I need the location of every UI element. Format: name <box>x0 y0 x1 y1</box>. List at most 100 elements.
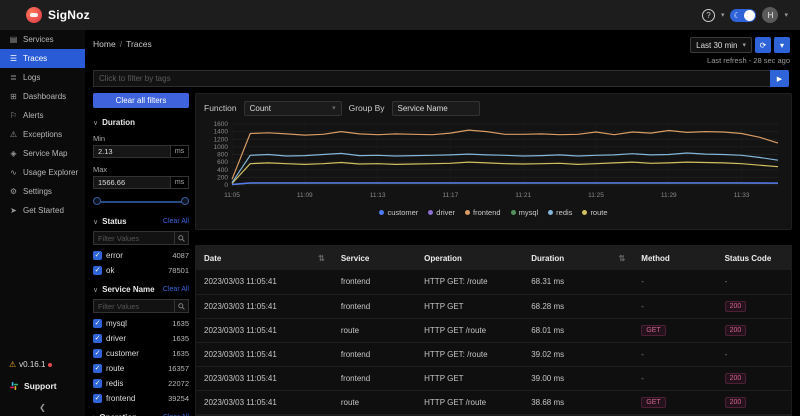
table-row[interactable]: 2023/03/03 11:05:41 frontend HTTP GET 68… <box>196 294 791 319</box>
svg-text:11:13: 11:13 <box>370 192 386 199</box>
legend-item[interactable]: mysql <box>510 208 538 217</box>
svg-text:11:21: 11:21 <box>515 192 531 199</box>
sort-icon[interactable]: ⇅ <box>618 253 626 263</box>
slack-icon <box>10 382 18 390</box>
table-row[interactable]: 2023/03/03 11:05:41 route HTTP GET /rout… <box>196 390 791 415</box>
filter-section-title: Service Name <box>102 285 155 294</box>
legend-item[interactable]: frontend <box>465 208 501 217</box>
svg-text:11:33: 11:33 <box>734 192 750 199</box>
checkbox[interactable]: ✓ <box>93 378 102 388</box>
legend-dot <box>379 210 385 215</box>
last-refresh-text: Last refresh - 28 sec ago <box>707 56 790 65</box>
slider-handle-min[interactable] <box>93 197 101 205</box>
legend-item[interactable]: route <box>582 208 608 217</box>
checkbox[interactable]: ✓ <box>93 333 102 343</box>
refresh-options-button[interactable]: ▾ <box>774 37 790 53</box>
duration-min-input[interactable] <box>93 145 171 158</box>
filter-value-count: 1635 <box>172 348 189 358</box>
table-row[interactable]: 2023/03/03 11:05:41 frontend HTTP GET 39… <box>196 366 791 391</box>
time-range-select[interactable]: Last 30 min ▾ <box>690 37 752 53</box>
duration-section-title: Duration <box>102 118 136 127</box>
collapsed-filter-section-header[interactable]: › Operation Clear All <box>93 413 189 416</box>
support-link[interactable]: Support <box>0 381 85 391</box>
method-badge: - <box>641 373 644 383</box>
duration-max-input[interactable] <box>93 176 171 189</box>
checkbox[interactable]: ✓ <box>93 250 102 260</box>
table-row[interactable]: 2023/03/03 11:05:41 route HTTP GET /rout… <box>196 318 791 343</box>
filter-search-input[interactable] <box>94 301 174 311</box>
sidebar-collapse-button[interactable]: ❮ <box>0 403 85 412</box>
sidebar-item-alerts[interactable]: ⚐ Alerts <box>0 106 85 125</box>
checkbox[interactable]: ✓ <box>93 318 102 328</box>
chart-legend: customer driver frontend mysql redis rou… <box>204 208 783 217</box>
table-row[interactable]: 2023/03/03 11:05:41 frontend HTTP GET: /… <box>196 342 791 367</box>
filter-value-label: driver <box>106 333 127 343</box>
brand[interactable]: SigNoz <box>26 7 90 23</box>
filter-value-count: 1635 <box>172 333 189 343</box>
sidebar-item-dashboards[interactable]: ⊞ Dashboards <box>0 87 85 106</box>
run-filter-button[interactable]: ▶ <box>770 70 789 87</box>
sidebar-item-exceptions[interactable]: ⚠ Exceptions <box>0 125 85 144</box>
checkbox[interactable]: ✓ <box>93 363 102 373</box>
cell-method: - <box>633 342 717 367</box>
sidebar-item-usage-explorer[interactable]: ∿ Usage Explorer <box>0 163 85 182</box>
filter-value-label: route <box>106 363 125 373</box>
toggle-knob <box>744 9 756 21</box>
clear-section-link[interactable]: Clear All <box>162 286 189 293</box>
slider-handle-max[interactable] <box>181 197 189 205</box>
cell-duration: 68.01 ms <box>523 318 634 343</box>
checkbox[interactable]: ✓ <box>93 265 102 275</box>
clear-section-link[interactable]: Clear All <box>163 414 189 416</box>
breadcrumb-home[interactable]: Home <box>93 39 116 49</box>
column-header-date[interactable]: Date ⇅ <box>196 246 333 270</box>
breadcrumb-current[interactable]: Traces <box>126 39 152 49</box>
legend-label: customer <box>387 208 419 217</box>
sort-icon[interactable]: ⇅ <box>318 253 325 263</box>
filter-search-input[interactable] <box>94 233 174 243</box>
refresh-icon: ⟳ <box>759 40 767 50</box>
tag-filter-input[interactable] <box>93 70 770 87</box>
group-by-input[interactable] <box>391 100 480 116</box>
filter-section-header[interactable]: ∨ Status Clear All <box>93 217 189 226</box>
graph-controls: Function Count ▾ Group By <box>204 100 783 116</box>
checkbox-filter-sections: ∨ Status Clear All ✓ error 4087 ✓ ok 785… <box>93 217 189 403</box>
collapsed-filter-sections: › Operation Clear All › Component Clear … <box>93 413 189 416</box>
legend-label: route <box>590 208 608 217</box>
cell-duration: 39.00 ms <box>523 366 634 391</box>
sidebar-item-settings[interactable]: ⚙ Settings <box>0 182 85 201</box>
avatar-caret-icon[interactable]: ▾ <box>784 12 788 19</box>
traces-table: Date ⇅ Service Operation Duration ⇅ Method Stat… <box>196 246 791 415</box>
clear-section-link[interactable]: Clear All <box>162 218 189 225</box>
column-header-duration[interactable]: Duration ⇅ <box>523 246 634 270</box>
sidebar-item-get-started[interactable]: ➤ Get Started <box>0 201 85 220</box>
sidebar-item-service-map[interactable]: ◈ Service Map <box>0 144 85 163</box>
traces-count-chart[interactable]: 11:05 11:09 11:13 11:17 11:21 11:25 11:29 11:33… <box>204 119 783 207</box>
sidebar-item-logs[interactable]: ≣ Logs <box>0 68 85 87</box>
function-select[interactable]: Count ▾ <box>243 100 342 116</box>
svg-text:11:17: 11:17 <box>443 192 459 199</box>
filter-value-label: mysql <box>106 318 127 328</box>
filter-value-label: error <box>106 250 123 260</box>
dashboards-icon: ⊞ <box>10 92 17 101</box>
refresh-button[interactable]: ⟳ <box>755 37 771 53</box>
filter-value-count: 16357 <box>168 363 189 373</box>
duration-section-header[interactable]: ∨ Duration <box>93 118 189 127</box>
sidebar-item-traces[interactable]: ☰ Traces <box>0 49 85 68</box>
table-row[interactable]: 2023/03/03 11:05:41 frontend HTTP GET: /… <box>196 270 791 295</box>
help-caret-icon[interactable]: ▾ <box>720 12 725 19</box>
avatar[interactable]: H <box>762 7 779 23</box>
legend-item[interactable]: driver <box>428 208 455 217</box>
sidebar-item-services[interactable]: ▤ Services <box>0 30 85 49</box>
checkbox[interactable]: ✓ <box>93 348 102 358</box>
checkbox[interactable]: ✓ <box>93 393 102 403</box>
legend-item[interactable]: redis <box>548 208 572 217</box>
filter-section-header[interactable]: ∨ Service Name Clear All <box>93 285 189 294</box>
clear-all-filters-button[interactable]: Clear all filters <box>93 93 189 108</box>
version-row[interactable]: ⚠ v0.16.1 <box>0 360 85 369</box>
help-icon[interactable]: ? <box>701 8 715 22</box>
signoz-logo-icon <box>26 7 42 23</box>
legend-item[interactable]: customer <box>379 208 418 217</box>
theme-toggle[interactable]: ☾ <box>730 8 757 22</box>
cell-date: 2023/03/03 11:05:41 <box>196 294 333 319</box>
update-dot-badge <box>48 362 53 367</box>
